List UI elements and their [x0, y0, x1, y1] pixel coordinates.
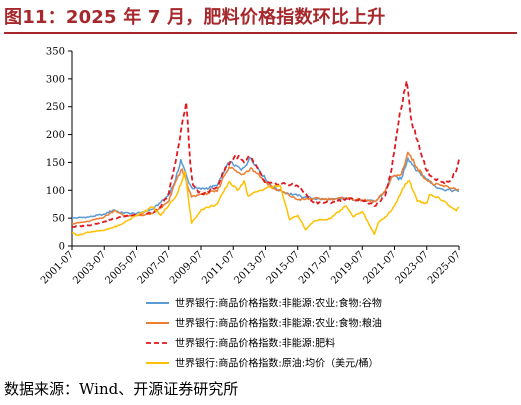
x-tick-label: 2003-07	[71, 249, 108, 286]
y-tick-label: 300	[46, 74, 65, 85]
x-tick-label: 2013-07	[232, 249, 269, 286]
title-divider	[4, 32, 517, 34]
chart-axes: 0 50 100 150 200 250 300 350 2001-072003-072005-…	[39, 47, 463, 287]
legend-label-4: 世界银行:商品价格指数:原油:均价（美元/桶）	[175, 357, 378, 370]
x-tick-label: 2023-07	[394, 249, 431, 286]
legend-label-1: 世界银行:商品价格指数:非能源:农业:食物:谷物	[175, 297, 382, 310]
x-tick-label: 2001-07	[39, 249, 76, 286]
y-tick-label: 350	[46, 47, 65, 58]
y-tick-label: 250	[46, 102, 65, 113]
x-tick-label: 2015-07	[265, 249, 302, 286]
chart-series	[71, 80, 460, 237]
x-tick-label: 2025-07	[426, 249, 463, 286]
line-chart: 0 50 100 150 200 250 300 350 2001-072003-072005-…	[39, 47, 463, 370]
x-tick-label: 2007-07	[136, 249, 173, 286]
x-tick-label: 2011-07	[200, 249, 237, 286]
x-tick-label: 2005-07	[103, 249, 140, 286]
series-line-4	[71, 171, 460, 237]
legend-label-2: 世界银行:商品价格指数:非能源:农业:食物:粮油	[175, 317, 382, 330]
chart-legend: 世界银行:商品价格指数:非能源:农业:食物:谷物世界银行:商品价格指数:非能源:…	[146, 297, 382, 370]
x-tick-label: 2017-07	[297, 249, 334, 286]
series-line-3	[71, 80, 460, 228]
y-tick-label: 150	[46, 158, 65, 169]
figure-title: 图11：2025 年 7 月，肥料价格指数环比上升	[4, 7, 386, 28]
y-tick-label: 100	[46, 186, 65, 197]
legend-label-3: 世界银行:商品价格指数:非能源:肥料	[175, 337, 335, 350]
x-tick-label: 2019-07	[329, 249, 366, 286]
x-tick-label: 2021-07	[361, 249, 398, 286]
data-source-note: 数据来源：Wind、开源证券研究所	[4, 380, 239, 398]
y-tick-label: 200	[46, 130, 65, 141]
x-tick-label: 2009-07	[168, 249, 205, 286]
y-tick-label: 0	[59, 242, 65, 253]
y-tick-label: 50	[52, 214, 65, 225]
